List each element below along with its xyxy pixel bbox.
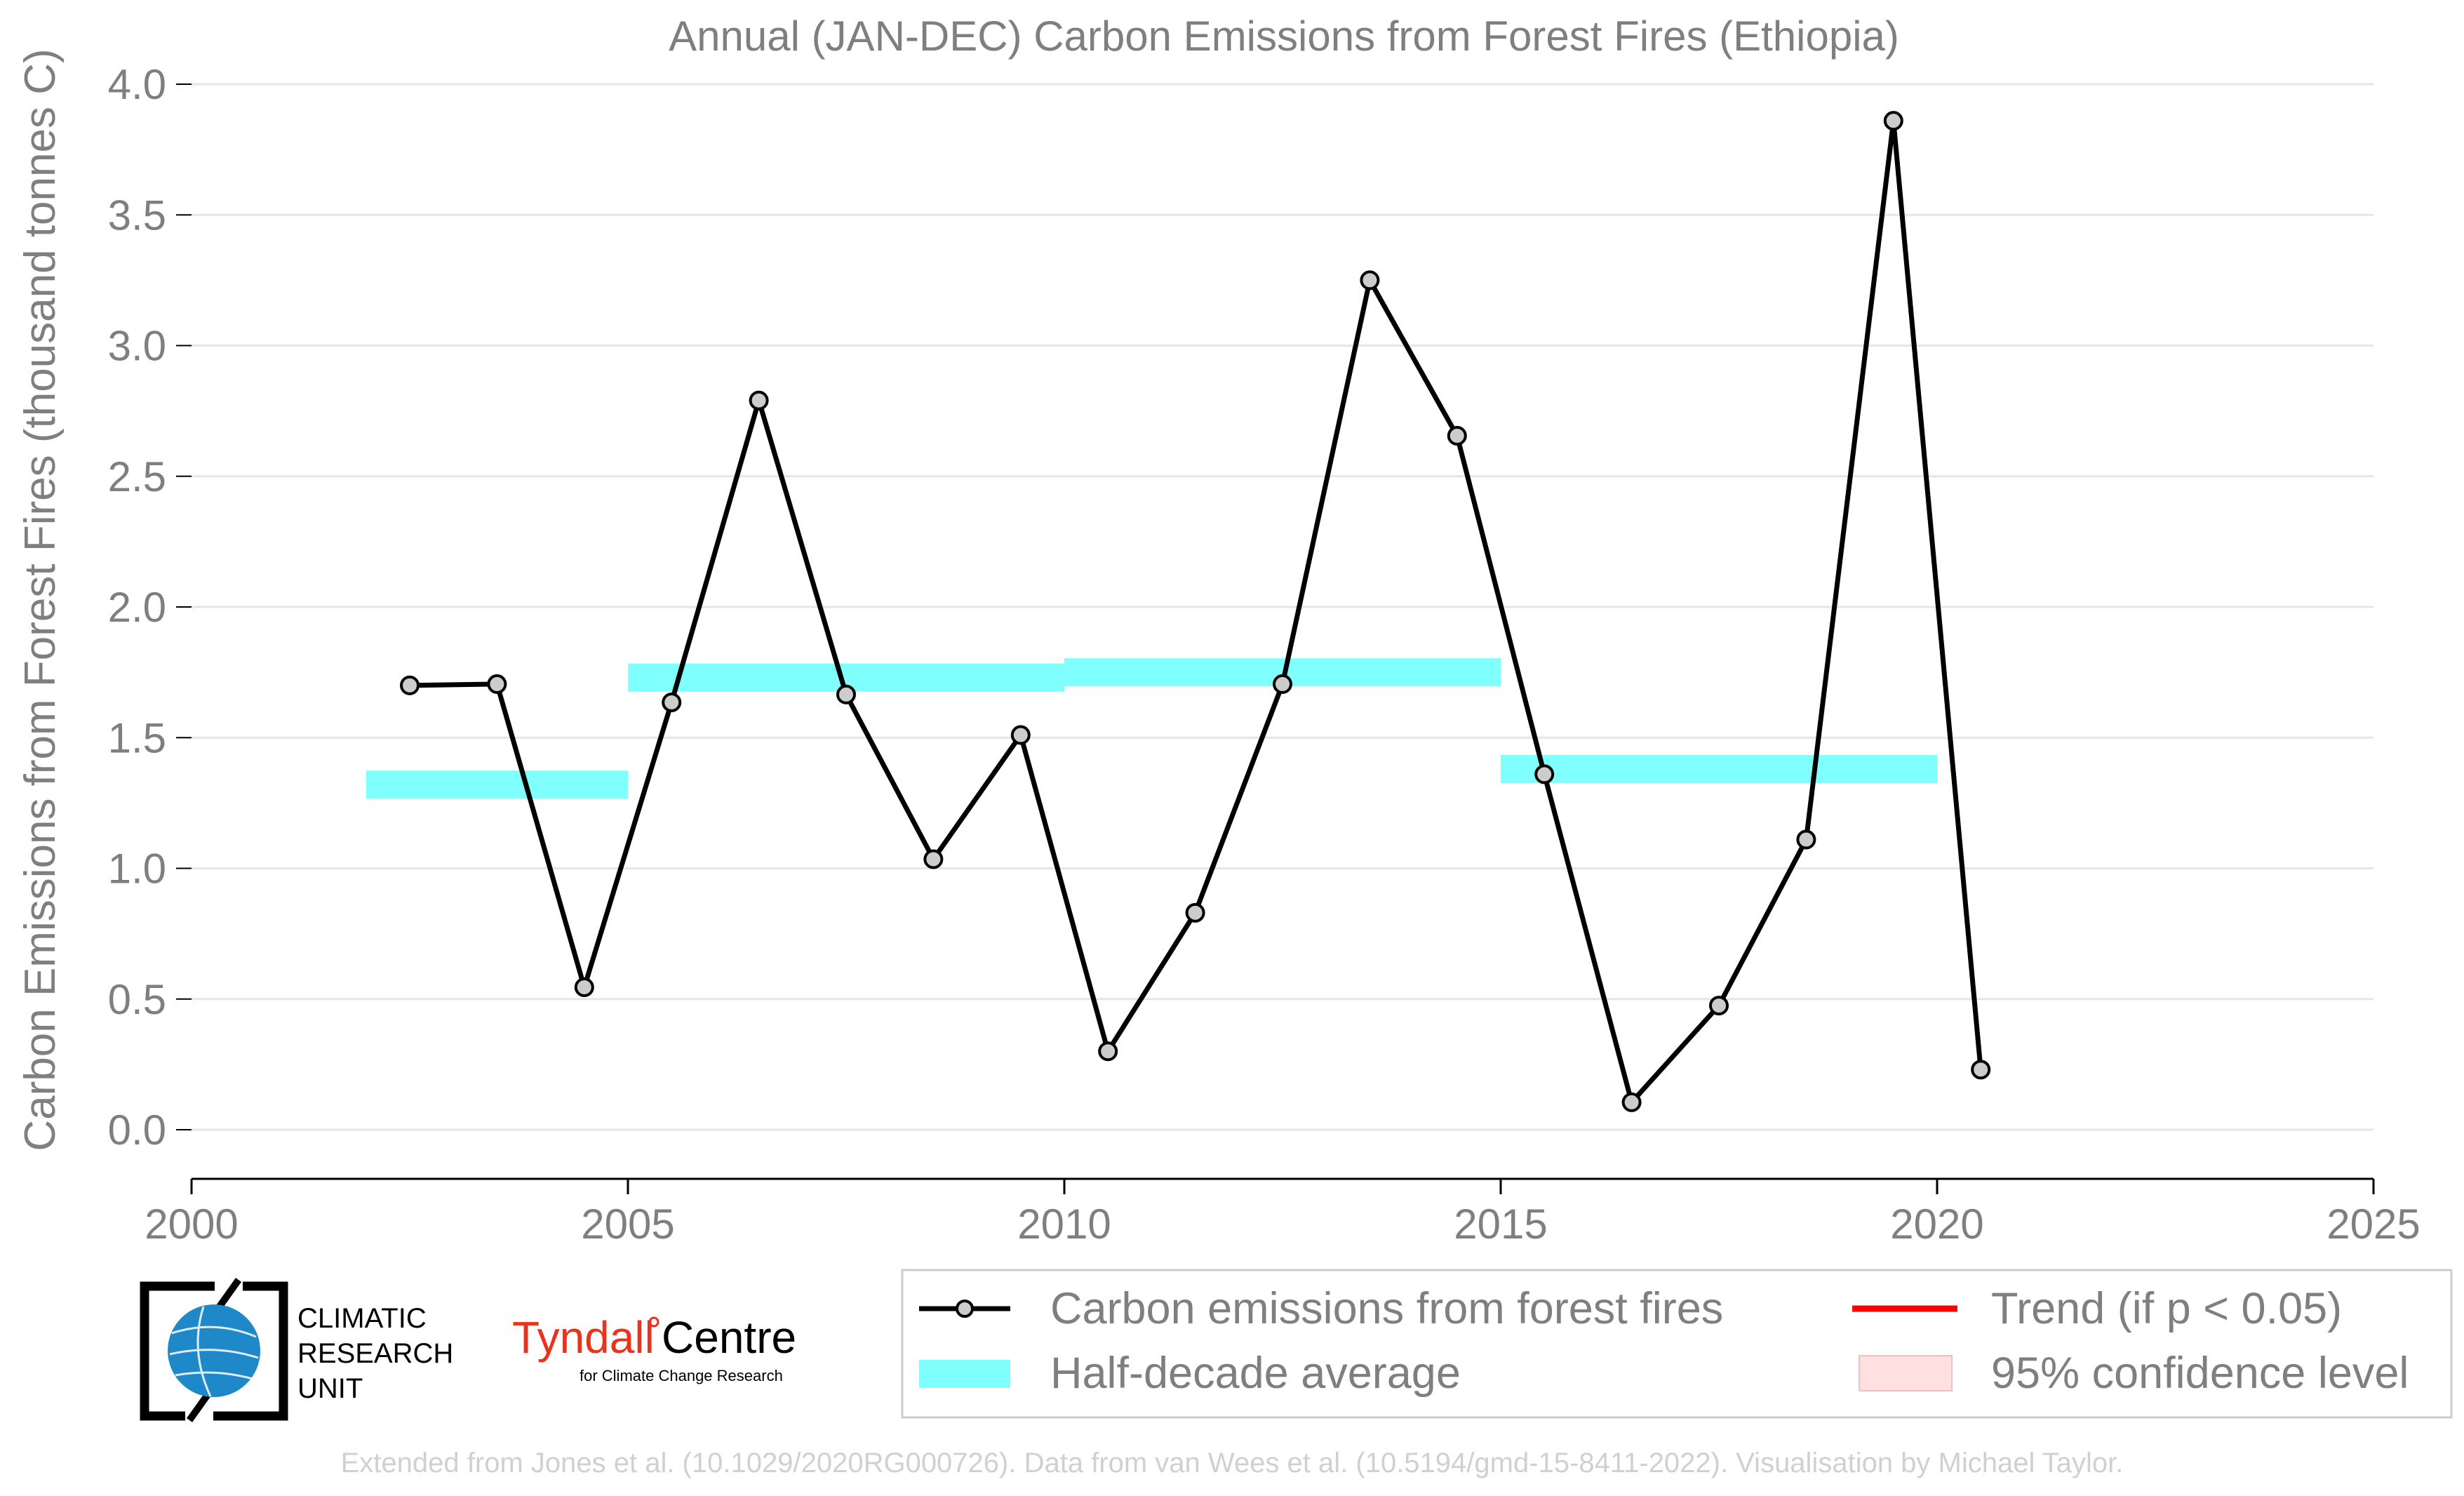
y-tick-label: 1.5 xyxy=(108,714,166,761)
y-tick-label: 4.0 xyxy=(108,61,166,108)
emissions-line xyxy=(409,120,1983,1108)
half-decade-band xyxy=(366,770,628,799)
x-tick-label: 2025 xyxy=(2326,1201,2420,1248)
y-tick-label: 1.0 xyxy=(108,846,166,893)
data-point xyxy=(1796,829,1816,850)
data-point xyxy=(1010,725,1031,745)
data-point xyxy=(1185,902,1205,923)
y-tick-label: 0.5 xyxy=(108,976,166,1023)
series-line xyxy=(409,120,1983,1108)
x-tick-label: 2020 xyxy=(1890,1201,1983,1248)
tyndall-logo-centre: Centre xyxy=(662,1312,796,1363)
data-point xyxy=(1447,426,1467,446)
y-tick-label: 0.0 xyxy=(108,1107,166,1154)
legend-swatch-confidence xyxy=(1859,1355,1953,1391)
data-point xyxy=(1273,674,1292,694)
data-point xyxy=(400,675,420,695)
chart-title: Annual (JAN-DEC) Carbon Emissions from F… xyxy=(669,13,1899,60)
data-point xyxy=(1098,1041,1118,1062)
x-tick-label: 2000 xyxy=(145,1201,238,1248)
tyndall-logo-subtitle: for Climate Change Research xyxy=(580,1367,783,1384)
series-points xyxy=(400,111,1991,1112)
data-point xyxy=(1360,270,1380,290)
tyndall-logo: Tyndall Centre for Climate Change Resear… xyxy=(512,1312,796,1384)
y-tick-label: 2.5 xyxy=(108,453,166,500)
data-point xyxy=(749,390,769,410)
x-tick-label: 2015 xyxy=(1454,1201,1547,1248)
data-point xyxy=(1621,1092,1642,1112)
legend-swatch-half-decade xyxy=(919,1360,1010,1388)
legend-label-emissions: Carbon emissions from forest fires xyxy=(1050,1284,1723,1333)
footer-credit: Extended from Jones et al. (10.1029/2020… xyxy=(341,1448,2124,1478)
data-point xyxy=(662,692,682,712)
legend-frame xyxy=(901,1269,2453,1419)
tyndall-logo-name: Tyndall xyxy=(512,1312,655,1363)
data-point xyxy=(923,849,944,869)
data-point xyxy=(574,977,594,997)
legend-label-half-decade: Half-decade average xyxy=(1050,1349,1461,1398)
data-point xyxy=(1534,764,1555,784)
cru-logo-line3: UNIT xyxy=(297,1373,363,1404)
half-decade-band xyxy=(1501,754,1937,783)
legend-swatch-emissions-marker xyxy=(956,1300,974,1318)
cru-logo-line1: CLIMATIC xyxy=(297,1303,427,1334)
legend: Carbon emissions from forest fires Half-… xyxy=(901,1269,2453,1419)
data-point xyxy=(1709,996,1729,1016)
y-tick-label: 2.0 xyxy=(108,584,166,631)
half-decade-average-bands xyxy=(366,658,1937,799)
cru-globe-lines xyxy=(169,1306,259,1397)
cru-logo-frame xyxy=(140,1281,288,1421)
legend-label-confidence: 95% confidence level xyxy=(1991,1349,2409,1398)
y-axis-label: Carbon Emissions from Forest Fires (thou… xyxy=(16,48,65,1151)
data-point xyxy=(1883,111,1903,131)
tyndall-degree-icon xyxy=(648,1316,659,1328)
tick-labels: 0.0 0.5 1.0 1.5 2.0 2.5 3.0 3.5 4.0 2000 2005 2010 2… xyxy=(108,61,2421,1248)
x-tick-label: 2005 xyxy=(581,1201,674,1248)
y-tick-label: 3.5 xyxy=(108,192,166,239)
cru-logo: CLIMATIC RESEARCH UNIT xyxy=(140,1278,453,1422)
y-tick-label: 3.0 xyxy=(108,323,166,370)
x-tick-label: 2010 xyxy=(1017,1201,1111,1248)
legend-label-trend: Trend (if p < 0.05) xyxy=(1991,1284,2342,1333)
cru-logo-line2: RESEARCH xyxy=(297,1338,453,1369)
axes xyxy=(176,84,2375,1194)
data-point xyxy=(836,684,856,704)
data-point xyxy=(487,674,507,694)
data-point xyxy=(1971,1060,1991,1080)
gridlines xyxy=(192,83,2373,1131)
